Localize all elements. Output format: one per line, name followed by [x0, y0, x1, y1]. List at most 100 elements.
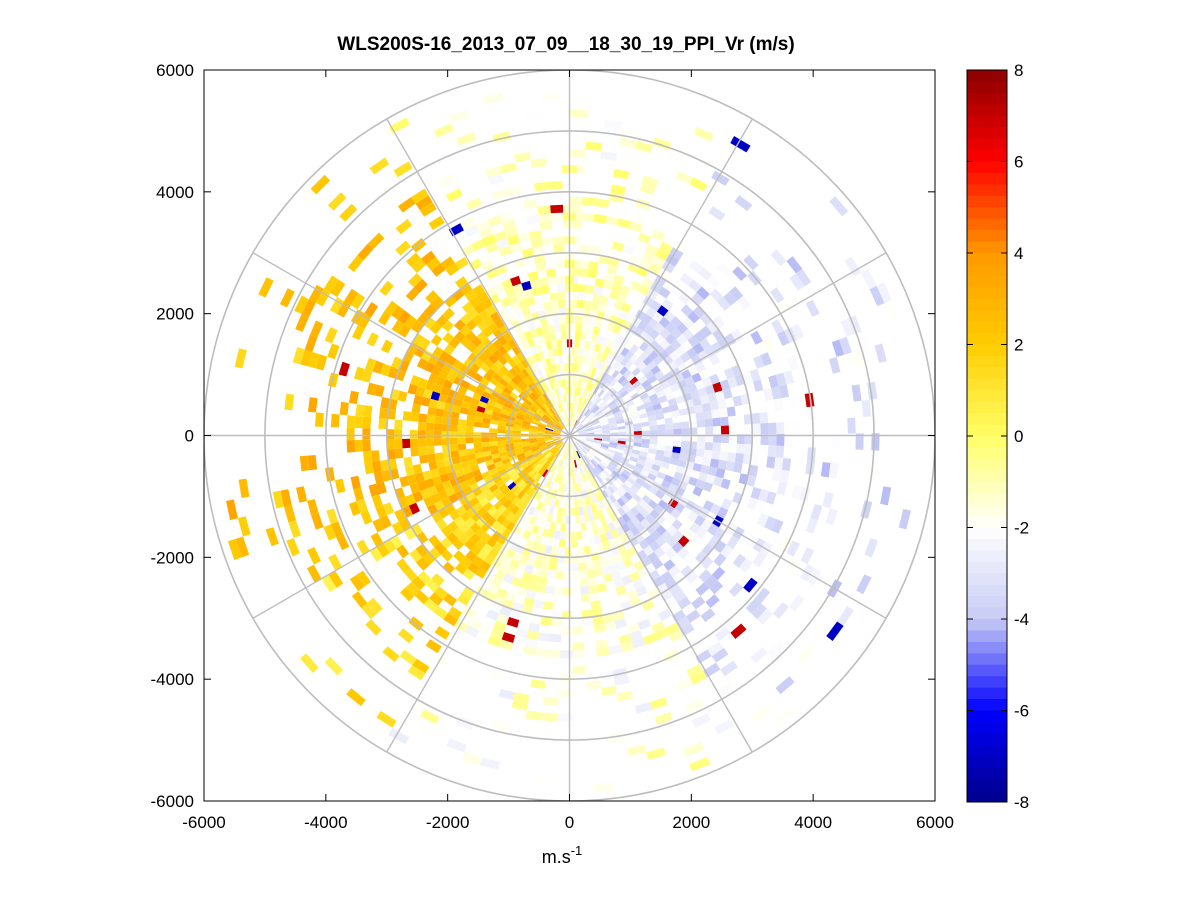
- radar-cell: [413, 394, 423, 405]
- radar-cell: [583, 455, 589, 464]
- radar-cell: [707, 274, 721, 289]
- radar-cell: [668, 629, 684, 643]
- radar-cell: [451, 288, 465, 302]
- radar-cell: [626, 564, 637, 575]
- radar-cell: [717, 262, 733, 278]
- radar-cell: [536, 436, 545, 438]
- radar-cell: [587, 412, 594, 419]
- radar-cell: [581, 482, 586, 491]
- radar-cell: [641, 277, 654, 289]
- radar-cell: [514, 418, 524, 424]
- radar-cell: [606, 339, 615, 349]
- radar-cell: [775, 676, 795, 695]
- radar-cell: [605, 452, 614, 459]
- radar-cell: [609, 378, 618, 388]
- radar-cell: [462, 486, 473, 496]
- radar-cell: [587, 269, 598, 279]
- radar-cell: [687, 510, 699, 523]
- radar-cell: [600, 151, 618, 161]
- radar-cell: [670, 409, 680, 418]
- radar-cell: [656, 444, 666, 451]
- radar-cell: [481, 441, 490, 448]
- radar-cell: [522, 530, 532, 540]
- radar-cell: [650, 398, 661, 406]
- radar-cell: [465, 197, 482, 211]
- radar-cell: [546, 453, 554, 461]
- colorbar-band: [967, 619, 1007, 631]
- radar-cell: [532, 472, 540, 481]
- radar-cell: [603, 374, 612, 383]
- radar-cell: [632, 445, 642, 452]
- radar-cell: [409, 438, 419, 448]
- colorbar-band: [967, 401, 1007, 414]
- radar-cell: [615, 317, 625, 328]
- radar-cell: [397, 628, 415, 644]
- radar-cell: [709, 580, 724, 595]
- radar-cell: [554, 388, 560, 397]
- radar-cell: [519, 579, 530, 590]
- radar-cell: [465, 426, 474, 433]
- radar-cell: [573, 394, 577, 404]
- radar-cell: [472, 314, 484, 326]
- radar-cell: [551, 481, 557, 491]
- radar-cell: [440, 386, 451, 396]
- radar-cell: [668, 583, 682, 597]
- radar-cell: [525, 366, 533, 376]
- radar-cell: [730, 136, 751, 153]
- radar-cell: [525, 522, 535, 533]
- radar-cell: [460, 460, 470, 469]
- radar-cell: [530, 470, 538, 479]
- radar-cell: [529, 515, 537, 525]
- radar-cell: [776, 481, 788, 496]
- radar-cell: [362, 428, 371, 440]
- radar-cell: [490, 363, 500, 374]
- radar-cell: [538, 423, 547, 428]
- radar-cell: [346, 688, 366, 707]
- radar-cell: [589, 403, 597, 411]
- radar-cell: [805, 299, 820, 317]
- radar-cell: [561, 411, 566, 420]
- radar-cell: [550, 398, 557, 407]
- radar-cell: [545, 438, 553, 442]
- radar-cell: [419, 454, 429, 464]
- radar-cell: [692, 397, 702, 407]
- radar-cell: [465, 491, 476, 502]
- radar-cell: [550, 204, 564, 214]
- radar-cell: [599, 670, 614, 681]
- radar-cell: [430, 468, 440, 478]
- radar-cell: [590, 367, 598, 376]
- radar-cell: [593, 440, 602, 445]
- radar-cell: [777, 330, 790, 346]
- radar-cell: [543, 450, 551, 457]
- radar-cell: [536, 526, 545, 536]
- radar-cell: [552, 506, 559, 515]
- radar-cell: [235, 536, 250, 558]
- radar-cell: [574, 442, 580, 450]
- colorbar-band: [967, 127, 1007, 140]
- colorbar-band: [967, 481, 1007, 494]
- radar-cell: [453, 462, 463, 471]
- radar-cell: [614, 618, 628, 630]
- radar-cell: [549, 633, 562, 643]
- radar-cell: [855, 433, 864, 450]
- radar-cell: [496, 514, 506, 525]
- radar-cell: [600, 320, 609, 330]
- radar-cell: [489, 394, 499, 403]
- radar-cell: [746, 474, 757, 487]
- radar-cell: [557, 507, 563, 516]
- radar-cell: [620, 494, 630, 504]
- radar-cell: [713, 434, 722, 443]
- radar-cell: [829, 196, 849, 217]
- radar-cell: [491, 410, 501, 417]
- radar-cell: [684, 375, 695, 386]
- radar-cell: [634, 337, 644, 348]
- radar-cell: [494, 318, 505, 329]
- radar-cell: [376, 543, 390, 558]
- radar-cell: [647, 551, 659, 563]
- radar-cell: [707, 535, 721, 549]
- radar-cell: [575, 441, 582, 449]
- radar-cell: [227, 538, 242, 561]
- radar-cell: [532, 461, 540, 469]
- radar-cell: [506, 234, 520, 246]
